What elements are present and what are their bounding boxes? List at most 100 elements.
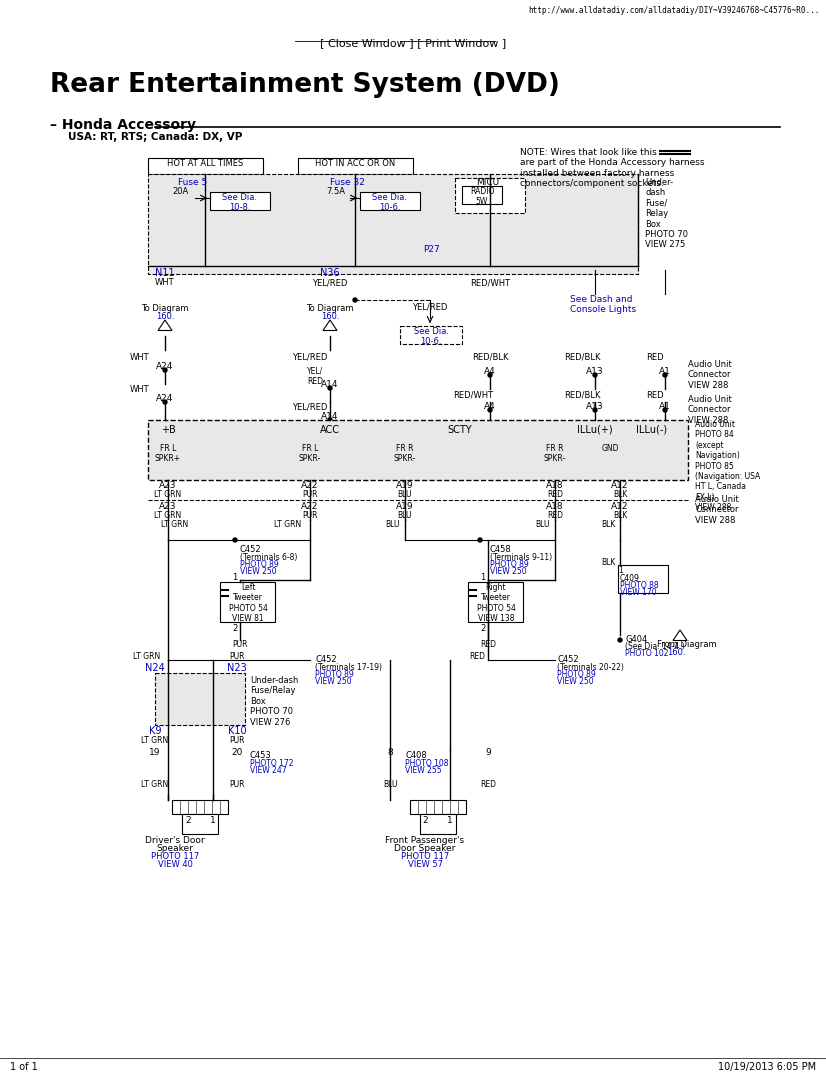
Text: BLU: BLU: [386, 520, 401, 529]
Text: Audio Unit
Connector
VIEW 288: Audio Unit Connector VIEW 288: [688, 360, 732, 390]
Text: PHOTO 102: PHOTO 102: [625, 649, 668, 658]
Text: A22: A22: [301, 502, 319, 511]
Text: RED: RED: [646, 391, 664, 400]
Text: (Terminals 20-22): (Terminals 20-22): [557, 663, 624, 672]
Text: – Honda Accessory: – Honda Accessory: [50, 118, 196, 132]
Text: PHOTO 172: PHOTO 172: [250, 759, 293, 768]
Text: PUR: PUR: [230, 736, 244, 745]
Text: G404: G404: [625, 635, 648, 644]
Text: RED/BLK: RED/BLK: [564, 391, 601, 400]
Text: ILLu(+): ILLu(+): [577, 425, 613, 435]
Text: Door Speaker: Door Speaker: [394, 844, 456, 852]
Text: A19: A19: [396, 481, 414, 490]
Text: Under-
dash
Fuse/
Relay
Box
PHOTO 70
VIEW 275: Under- dash Fuse/ Relay Box PHOTO 70 VIE…: [645, 178, 688, 249]
Text: PHOTO 117: PHOTO 117: [151, 852, 199, 861]
Text: 1: 1: [232, 573, 237, 582]
Text: 9: 9: [485, 748, 491, 757]
Text: 8: 8: [387, 748, 393, 757]
Text: PHOTO 89: PHOTO 89: [240, 560, 278, 569]
Circle shape: [593, 408, 597, 412]
Text: A12: A12: [611, 502, 629, 511]
Text: To Diagram: To Diagram: [141, 304, 189, 313]
Text: Front Passenger's: Front Passenger's: [386, 836, 464, 845]
Text: MICU: MICU: [477, 178, 500, 187]
Bar: [468, 582, 523, 622]
Text: P27: P27: [424, 245, 440, 254]
Circle shape: [353, 298, 357, 302]
Text: Driver's Door: Driver's Door: [145, 836, 205, 845]
Text: FR R
SPKR-: FR R SPKR-: [394, 444, 416, 463]
Bar: [182, 814, 218, 834]
Text: NOTE: Wires that look like this
are part of the Honda Accessory harness
installe: NOTE: Wires that look like this are part…: [520, 148, 705, 188]
Text: See Dia.
10-6.: See Dia. 10-6.: [414, 327, 449, 346]
Text: VIEW 170: VIEW 170: [620, 588, 657, 597]
Text: A23: A23: [159, 502, 177, 511]
Text: VIEW 255: VIEW 255: [405, 766, 442, 775]
Bar: [400, 326, 462, 344]
Bar: [148, 420, 688, 481]
Text: Audio Unit
PHOTO 84
(except
Navigation)
PHOTO 85
(Navigation: USA
HT L, Canada
E: Audio Unit PHOTO 84 (except Navigation) …: [695, 420, 760, 512]
Bar: [410, 800, 466, 814]
Text: N24: N24: [145, 663, 165, 673]
Text: 160.: 160.: [156, 312, 174, 321]
Text: PUR: PUR: [230, 780, 244, 789]
Text: BLK: BLK: [601, 520, 615, 529]
Text: Under-dash
Fuse/Relay
Box
PHOTO 70
VIEW 276: Under-dash Fuse/Relay Box PHOTO 70 VIEW …: [250, 676, 298, 727]
Text: 1: 1: [447, 816, 453, 825]
Bar: [618, 565, 668, 593]
Text: (Terminals 17-19): (Terminals 17-19): [315, 663, 382, 672]
Text: RED: RED: [547, 511, 563, 520]
Text: PHOTO 108: PHOTO 108: [405, 759, 449, 768]
Text: C453: C453: [250, 751, 272, 760]
Bar: [148, 158, 263, 174]
Text: RED/BLK: RED/BLK: [472, 353, 508, 362]
Text: HOT AT ALL TIMES: HOT AT ALL TIMES: [167, 159, 243, 168]
Bar: [148, 174, 638, 274]
Text: A4: A4: [484, 402, 496, 411]
Text: YEL/RED: YEL/RED: [312, 278, 348, 287]
Bar: [420, 814, 456, 834]
Bar: [172, 800, 228, 814]
Text: LT GRN: LT GRN: [141, 736, 169, 745]
Text: A14: A14: [321, 412, 339, 421]
Text: (Terminals 6-8): (Terminals 6-8): [240, 553, 297, 562]
Text: WHT: WHT: [131, 353, 150, 362]
Text: YEL/RED: YEL/RED: [412, 302, 448, 311]
Text: RED/BLK: RED/BLK: [564, 353, 601, 362]
Text: PUR: PUR: [302, 490, 318, 499]
Text: VIEW 40: VIEW 40: [158, 860, 192, 869]
Text: VIEW 250: VIEW 250: [490, 567, 527, 576]
Text: From Diagram: From Diagram: [657, 640, 717, 649]
Bar: [360, 192, 420, 210]
Text: 20A: 20A: [172, 187, 188, 196]
Text: PHOTO 117: PHOTO 117: [401, 852, 449, 861]
Text: RED/WHT: RED/WHT: [453, 391, 493, 400]
Text: A24: A24: [156, 395, 173, 403]
Circle shape: [663, 408, 667, 412]
Text: A4: A4: [484, 367, 496, 376]
Text: ACC: ACC: [320, 425, 340, 435]
Circle shape: [593, 373, 597, 377]
Text: 10/19/2013 6:05 PM: 10/19/2013 6:05 PM: [718, 1062, 816, 1072]
Text: Rear Entertainment System (DVD): Rear Entertainment System (DVD): [50, 72, 560, 98]
Text: A13: A13: [586, 367, 604, 376]
Text: A13: A13: [586, 402, 604, 411]
Circle shape: [328, 418, 332, 422]
Text: Left
Tweeter
PHOTO 54
VIEW 81: Left Tweeter PHOTO 54 VIEW 81: [229, 583, 268, 624]
Bar: [210, 192, 270, 210]
Text: C408: C408: [405, 751, 427, 760]
Text: PUR: PUR: [232, 640, 248, 649]
Text: +B: +B: [160, 425, 175, 435]
Text: 19: 19: [150, 748, 161, 757]
Text: FR R
SPKR-: FR R SPKR-: [544, 444, 566, 463]
Text: BLU: BLU: [382, 780, 397, 789]
Text: A12: A12: [611, 481, 629, 490]
Text: (Terminals 9-11): (Terminals 9-11): [490, 553, 552, 562]
Text: LT GRN: LT GRN: [274, 520, 301, 529]
Text: K10: K10: [228, 726, 246, 736]
Text: A22: A22: [301, 481, 319, 490]
Text: 20: 20: [231, 748, 243, 757]
Text: PHOTO 89: PHOTO 89: [315, 670, 354, 679]
Text: 2: 2: [480, 624, 485, 633]
Text: C452: C452: [240, 545, 262, 554]
